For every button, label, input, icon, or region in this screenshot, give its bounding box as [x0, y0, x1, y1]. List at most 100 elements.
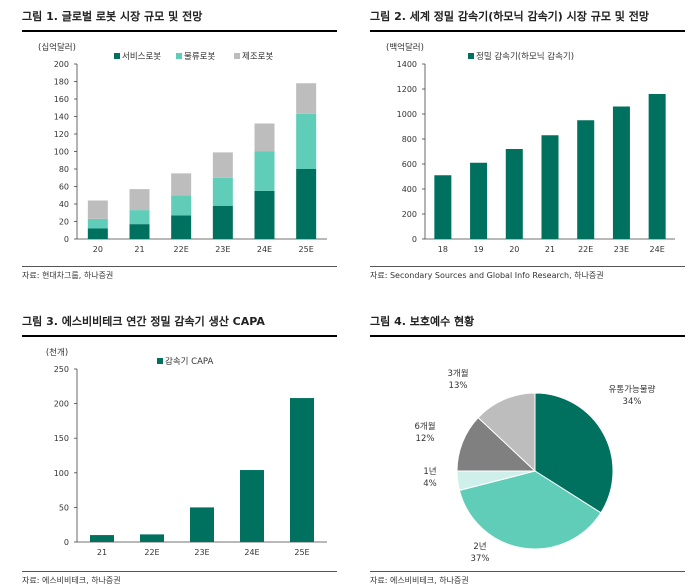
legend-swatch [468, 53, 474, 59]
title-rule [22, 335, 337, 337]
slice-label: 유통가능물량 [609, 384, 656, 395]
bar [612, 106, 630, 239]
chart-plot: (천개) 0 50 100 150 200 250 21 22E 23E 24E 25E 감속기 CAP… [46, 347, 327, 557]
y-tick-label: 180 [54, 78, 69, 87]
x-tick-label: 22E [174, 245, 189, 254]
bar [129, 224, 150, 239]
y-tick-label: 60 [59, 183, 69, 192]
bar [171, 215, 192, 239]
bar [212, 205, 233, 239]
y-tick-label: 100 [54, 148, 69, 157]
y-tick-label: 0 [64, 538, 69, 547]
chart-panel-lockup: 그림 4. 보호예수 현황 유통가능물량 34% 2년 37% 1년 4% 6개월 12% 3개… [370, 313, 685, 585]
x-tick-label: 22E [144, 548, 159, 557]
legend-swatch [234, 53, 240, 59]
bar [87, 218, 108, 229]
y-tick-label: 200 [54, 400, 69, 409]
source-rule [370, 571, 685, 572]
slice-label: 6개월 [414, 421, 435, 432]
legend-label: 물류로봇 [184, 52, 215, 62]
legend-label: 감속기 CAPA [165, 356, 213, 367]
y-tick-label: 1200 [397, 85, 417, 94]
x-tick-label: 22E [578, 245, 593, 254]
slice-percent: 13% [449, 381, 468, 391]
legend-label: 정밀 감속기(하모닉 감속기) [476, 51, 574, 62]
chart-title: 그림 2. 세계 정밀 감속기(하모닉 감속기) 시장 규모 및 전망 [370, 10, 649, 23]
x-tick-label: 18 [438, 245, 448, 254]
pie-slice [477, 392, 536, 473]
x-tick-label: 25E [294, 548, 309, 557]
source-rule [22, 571, 337, 572]
slice-label: 2년 [473, 541, 486, 552]
y-tick-label: 600 [402, 160, 417, 169]
y-tick-label: 0 [64, 235, 69, 244]
x-tick-label: 19 [473, 245, 483, 254]
bar [87, 200, 108, 219]
bar [212, 152, 233, 178]
bar [296, 113, 317, 169]
x-tick-label: 24E [650, 245, 665, 254]
bar [296, 83, 317, 114]
bar [254, 151, 275, 191]
bar [254, 190, 275, 239]
bar [129, 210, 150, 225]
y-tick-label: 20 [59, 218, 69, 227]
y-tick-label: 1400 [397, 60, 417, 69]
bar [434, 175, 452, 239]
y-tick-label: 200 [54, 60, 69, 69]
bar [140, 534, 164, 542]
x-tick-label: 20 [93, 245, 103, 254]
y-tick-label: 120 [54, 130, 69, 139]
y-tick-label: 800 [402, 135, 417, 144]
x-tick-label: 25E [299, 245, 314, 254]
bar [470, 162, 488, 239]
y-tick-label: 200 [402, 210, 417, 219]
bar [577, 120, 595, 239]
bar [254, 123, 275, 152]
chart-panel-global-robot: 그림 1. 글로벌 로봇 시장 규모 및 전망 (십억달러) 0 20 40 60 80 1… [22, 8, 337, 280]
y-tick-label: 250 [54, 365, 69, 374]
chart-source: 자료: 에스비비테크, 하나증권 [370, 576, 469, 585]
y-tick-label: 0 [412, 235, 417, 244]
y-tick-label: 1000 [397, 110, 417, 119]
x-tick-label: 23E [614, 245, 629, 254]
bar [171, 195, 192, 216]
bar [290, 398, 314, 542]
y-axis-label: (백억달러) [386, 42, 424, 53]
x-tick-label: 21 [97, 548, 107, 557]
bar [648, 94, 666, 239]
bar [90, 535, 114, 542]
title-rule [22, 30, 337, 32]
source-rule [370, 266, 685, 267]
chart-title: 그림 4. 보호예수 현황 [370, 315, 475, 328]
bar [541, 135, 559, 239]
y-axis-label: (십억달러) [38, 42, 76, 53]
x-tick-label: 24E [244, 548, 259, 557]
chart-plot: (백억달러) 0 200 400 600 800 1000 1200 1400 18 19 20 21 2… [386, 42, 675, 254]
chart-plot: (십억달러) 0 20 40 60 80 100 120 140 160 180 200 20 21 22E… [38, 42, 327, 254]
x-tick-label: 23E [215, 245, 230, 254]
bar [190, 507, 214, 542]
chart-panel-capa: 그림 3. 에스비비테크 연간 정밀 감속기 생산 CAPA (천개) 0 50 10… [22, 313, 337, 585]
chart-plot: 유통가능물량 34% 2년 37% 1년 4% 6개월 12% 3개월 13% [414, 368, 656, 564]
y-axis-label: (천개) [46, 347, 68, 358]
y-tick-label: 40 [59, 200, 69, 209]
y-tick-label: 50 [59, 503, 69, 512]
y-tick-label: 100 [54, 469, 69, 478]
x-tick-label: 21 [134, 245, 144, 254]
legend-label: 서비스로봇 [122, 52, 161, 62]
x-tick-label: 21 [545, 245, 555, 254]
x-tick-label: 23E [194, 548, 209, 557]
title-rule [370, 30, 685, 32]
chart-source: 자료: 에스비비테크, 하나증권 [22, 576, 121, 585]
chart-source: 자료: 현대차그룹, 하나증권 [22, 271, 114, 280]
bar [129, 189, 150, 211]
source-rule [22, 266, 337, 267]
pie-slice [458, 470, 602, 550]
y-tick-label: 80 [59, 165, 69, 174]
chart-title: 그림 1. 글로벌 로봇 시장 규모 및 전망 [22, 10, 203, 23]
legend-label: 제조로봇 [242, 52, 273, 62]
y-tick-label: 140 [54, 113, 69, 122]
y-tick-label: 150 [54, 434, 69, 443]
y-tick-label: 160 [54, 95, 69, 104]
